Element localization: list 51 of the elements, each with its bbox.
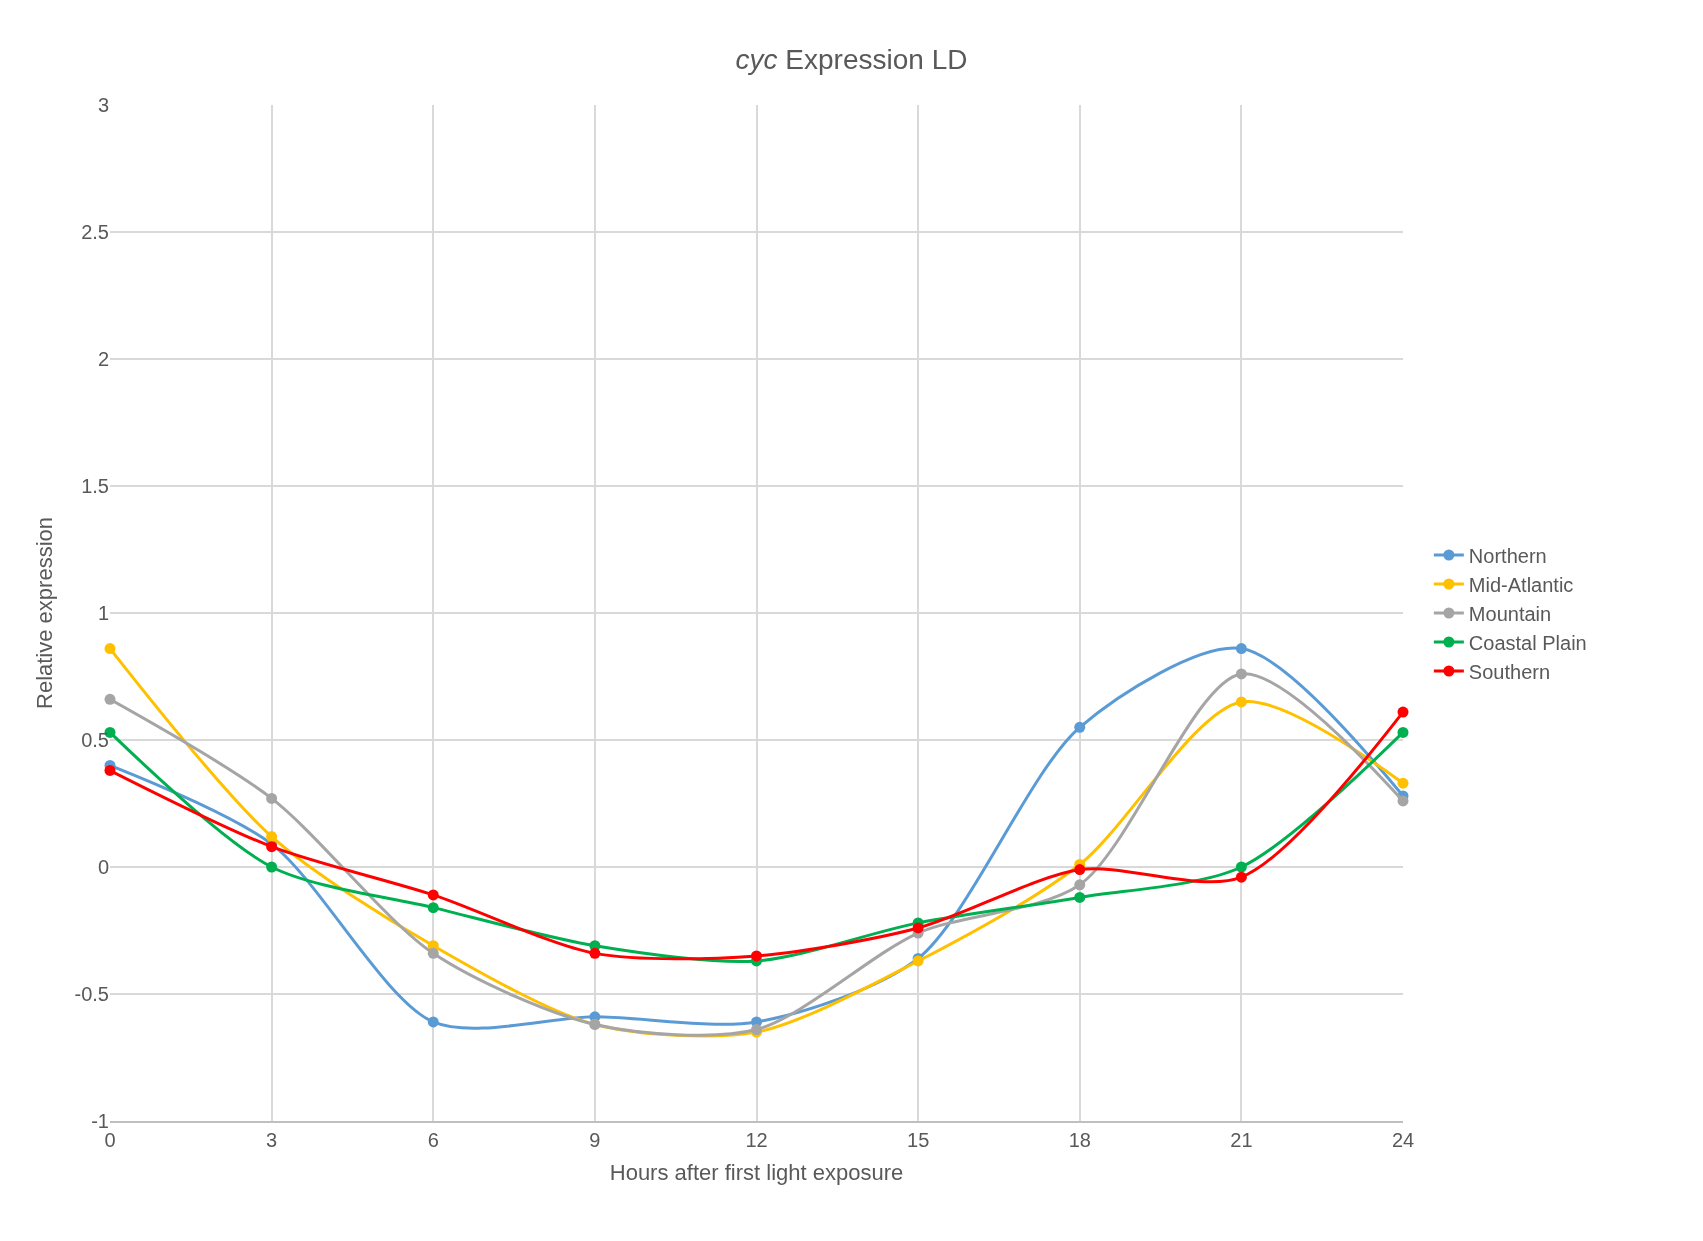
x-axis-title: Hours after first light exposure: [609, 1160, 904, 1186]
point: [1397, 726, 1409, 738]
point: [1235, 871, 1247, 883]
point: [1074, 891, 1086, 903]
point: [427, 889, 439, 901]
y-tick-label: 0.5: [81, 729, 109, 751]
point: [589, 947, 601, 959]
x-tick-label: 3: [266, 1129, 278, 1151]
point: [266, 861, 278, 873]
point: [1397, 706, 1409, 718]
point: [104, 764, 116, 776]
point: [1235, 861, 1247, 873]
y-tick-label: 0: [97, 856, 109, 878]
y-tick-label: -1: [91, 1110, 109, 1132]
x-tick-label: 21: [1230, 1129, 1253, 1151]
y-axis-title: Relative expression: [32, 517, 58, 709]
point: [1235, 668, 1247, 680]
x-tick-label: 24: [1391, 1129, 1415, 1151]
legend-label: Southern: [1468, 660, 1551, 683]
x-tick-label: 18: [1068, 1129, 1091, 1151]
y-tick-label: 2.5: [81, 221, 109, 243]
point: [427, 947, 439, 959]
point: [1235, 696, 1247, 708]
legend-label: Coastal Plain: [1468, 631, 1587, 654]
y-tick-label: 3: [97, 94, 109, 116]
y-tick-label: 2: [97, 348, 109, 370]
point: [266, 831, 278, 843]
x-tick-label: 9: [589, 1129, 601, 1151]
point: [266, 792, 278, 804]
point: [104, 693, 116, 705]
x-tick-label: 6: [427, 1129, 439, 1151]
legend-label: Northern: [1468, 544, 1547, 567]
point: [1397, 795, 1409, 807]
legend-label: Mountain: [1468, 602, 1552, 625]
point: [1074, 864, 1086, 876]
point: [1074, 879, 1086, 891]
point: [751, 950, 762, 962]
point: [104, 643, 116, 655]
x-tick-label: 15: [907, 1129, 930, 1151]
point: [1074, 721, 1086, 733]
point: [1397, 777, 1409, 789]
y-tick-label: 1.5: [81, 475, 109, 497]
x-tick-label: 12: [745, 1129, 768, 1151]
y-tick-label: -0.5: [74, 983, 109, 1005]
y-tick-label: 1: [97, 602, 109, 624]
legend-label: Mid-Atlantic: [1468, 573, 1574, 596]
point: [427, 1016, 439, 1028]
point: [912, 922, 924, 934]
point: [1235, 643, 1247, 655]
point: [427, 902, 439, 914]
chart-title: cyc Expression LD: [735, 44, 968, 76]
